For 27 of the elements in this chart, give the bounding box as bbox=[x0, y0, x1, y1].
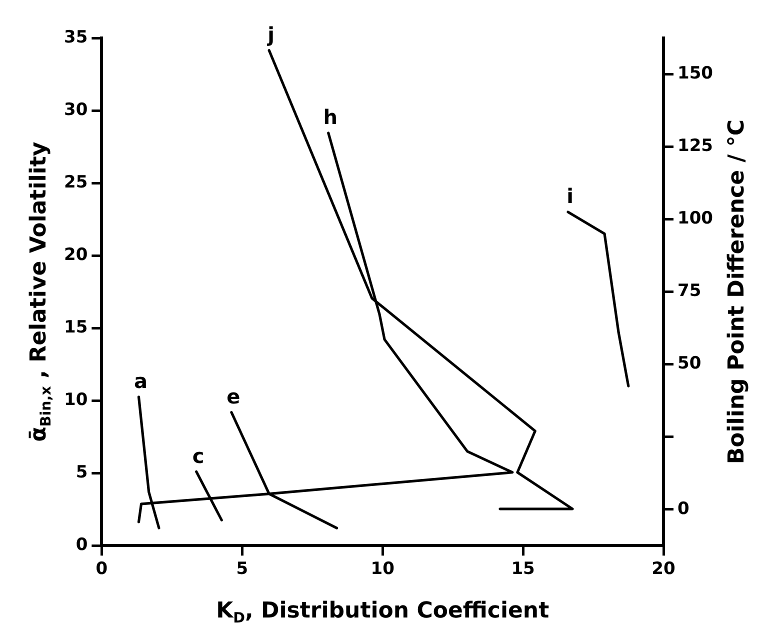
category-label: 100 bbox=[678, 208, 714, 229]
y-tick-label: 35 bbox=[64, 27, 88, 48]
category-label: 125 bbox=[678, 136, 714, 156]
x-tick-label: 0 bbox=[96, 559, 108, 580]
y-tick-label: 15 bbox=[64, 317, 88, 338]
y-tick-label: 10 bbox=[64, 390, 88, 410]
series-label: j bbox=[266, 22, 275, 47]
x-tick-label: 15 bbox=[511, 559, 535, 580]
x-tick-label: 10 bbox=[370, 559, 395, 580]
y2-axis-title: Boiling Point Difference / °C bbox=[724, 119, 750, 464]
category-label: 150 bbox=[678, 64, 714, 84]
x-tick-label: 20 bbox=[652, 559, 676, 580]
category-label: 75 bbox=[678, 281, 702, 302]
y-axis-title: ᾱBin,x , Relative Volatility bbox=[26, 142, 54, 442]
y-tick-label: 0 bbox=[76, 535, 88, 556]
y-tick-label: 30 bbox=[64, 100, 88, 120]
y-tick-label: 5 bbox=[76, 462, 88, 483]
category-label: 0 bbox=[678, 498, 690, 519]
series-label: i bbox=[566, 184, 574, 208]
series-label: h bbox=[323, 105, 338, 130]
y-tick-label: 20 bbox=[64, 244, 88, 265]
series-label: c bbox=[192, 444, 204, 468]
x-tick-label: 5 bbox=[236, 559, 248, 580]
series-label: a bbox=[134, 369, 148, 394]
category-label: 50 bbox=[678, 354, 702, 374]
series-label: e bbox=[226, 384, 240, 409]
y-tick-label: 25 bbox=[64, 172, 88, 192]
